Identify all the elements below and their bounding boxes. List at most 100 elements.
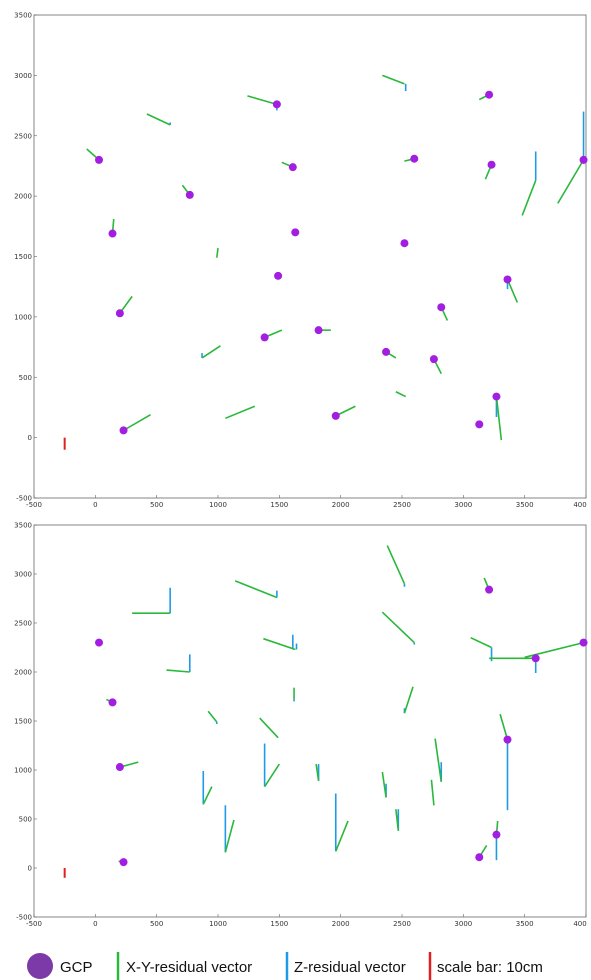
gcp-point [119,858,128,867]
xy-residual-vector [506,279,519,303]
top-residual-plot: -500 0 500 1000 1500 2000 2500 3000 3500 400 -500 0… [14,12,588,509]
gcp-point [272,100,281,109]
y-tick-label: 3500 [14,522,32,530]
bottom-residual-plot: -500 0 500 1000 1500 2000 2500 3000 3500 400 -500 0… [14,522,588,928]
x-tick-label: 3000 [454,920,472,928]
xy-residual-vector [395,809,400,831]
xy-residual-vector [403,686,414,714]
xy-residual-vector [202,786,213,805]
xy-residual-vector [315,764,320,781]
x-tick-label: 2500 [393,920,411,928]
legend: GCP X-Y-residual vector Z-residual vecto… [27,952,543,980]
xy-residual-vector [234,580,278,599]
x-tick-label: 400 [573,920,586,928]
y-tick-label: 3500 [14,12,32,20]
gcp-point [382,347,391,356]
legend-scale-label: scale bar: 10cm [437,959,543,976]
xy-residual-vector [123,413,151,432]
gcp-point [108,698,117,707]
gcp-point [95,638,104,647]
y-tick-label: -500 [16,914,32,922]
x-tick-label: 1500 [270,920,288,928]
gcp-point [410,154,419,163]
gcp-point [579,638,588,647]
x-tick-label: 3500 [516,920,534,928]
xy-residual-vector [215,247,219,258]
gcp-point [119,426,128,435]
xy-residual-vector [395,391,407,398]
xy-residual-vector [381,611,415,644]
gcp-point [185,190,194,199]
y-tick-label: 3000 [14,72,32,80]
y-tick-label: 1000 [14,313,32,321]
gcp-point [487,160,496,169]
gcp-point [331,411,340,420]
xy-residual-vector [382,74,405,85]
xy-residual-vector [430,779,435,806]
legend-gcp-label: GCP [60,959,93,976]
gcp-point [579,155,588,164]
y-tick-label: 1000 [14,767,32,775]
x-tick-label: 3500 [516,501,534,509]
xy-residual-vector [201,345,221,359]
xy-residual-vector [470,636,492,649]
x-tick-label: 1000 [209,920,227,928]
plot-frame [33,14,587,499]
gcp-point [437,303,446,312]
gcp-point [503,275,512,284]
xy-residual-vector [557,159,585,204]
x-tick-label: -500 [26,501,42,509]
y-tick-label: 1500 [14,718,32,726]
xy-residual-vector [381,771,387,798]
gcp-point [95,155,104,164]
y-tick-label: 0 [28,434,32,442]
gcp-point [429,355,438,364]
gcp-point [485,90,494,99]
y-tick-label: 1500 [14,253,32,261]
gcp-point [288,163,297,172]
gcp-point [503,735,512,744]
y-tick-label: 500 [19,374,32,382]
xy-residual-vector [521,180,537,216]
x-tick-label: 1500 [270,501,288,509]
xy-residual-vector [263,763,281,788]
y-tick-label: 2500 [14,620,32,628]
xy-residual-vector [386,545,406,585]
x-tick-label: 500 [150,920,163,928]
xy-residual-vector [247,95,278,106]
y-tick-label: 500 [19,816,32,824]
gcp-point [400,239,409,248]
plot-frame [33,524,587,918]
gcp-point [475,420,484,429]
xy-residual-vector [259,717,279,739]
gcp-point [108,229,117,238]
gcp-point [291,228,300,237]
legend-xy-label: X-Y-residual vector [126,959,252,976]
xy-residual-vector [166,669,190,673]
y-tick-label: 2500 [14,132,32,140]
xy-residual-vector [224,819,235,853]
x-tick-label: 400 [573,501,586,509]
x-tick-label: 2500 [393,501,411,509]
y-tick-label: 0 [28,865,32,873]
xy-residual-vector [263,637,296,651]
x-tick-label: 2000 [332,920,350,928]
x-tick-label: 3000 [454,501,472,509]
y-tick-label: -500 [16,495,32,503]
y-tick-label: 2000 [14,669,32,677]
x-tick-label: 0 [93,920,97,928]
xy-residual-vector [495,396,503,441]
xy-residual-vector [207,710,218,723]
gcp-point [492,392,501,401]
gcp-point [260,333,269,342]
gcp-point [492,830,501,839]
gcp-point [531,654,540,663]
xy-residual-vector [335,820,349,852]
legend-z-label: Z-residual vector [294,959,406,976]
x-tick-label: 0 [93,501,97,509]
y-tick-label: 3000 [14,571,32,579]
xy-residual-vector [225,405,256,420]
gcp-point [485,585,494,594]
xy-residual-vector [499,713,509,740]
xy-residual-vector [146,113,171,126]
